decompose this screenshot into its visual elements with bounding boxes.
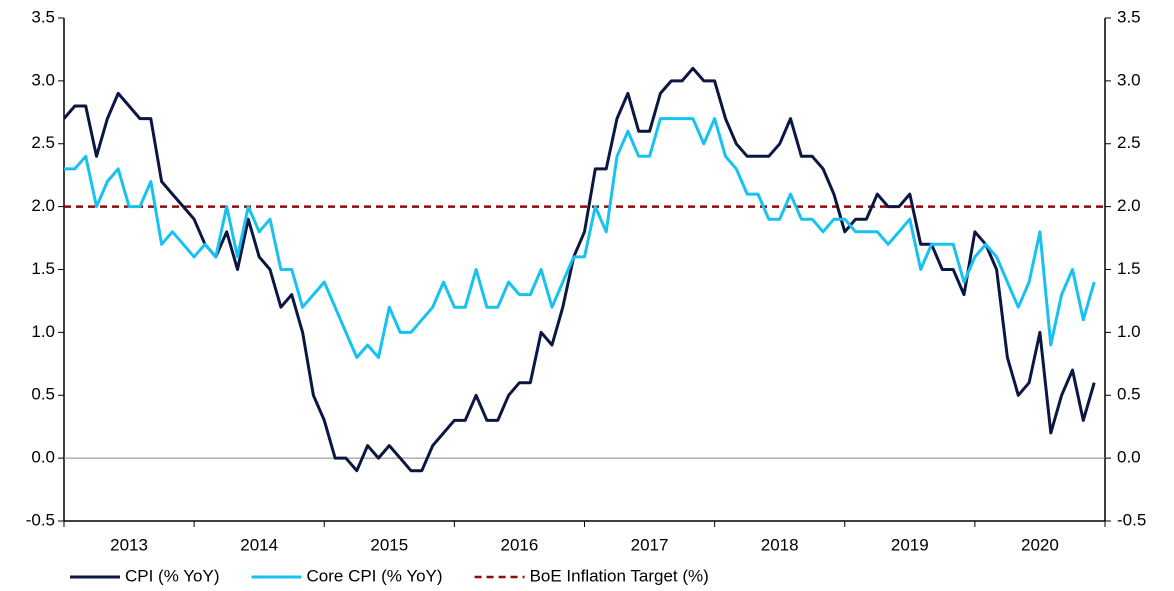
x-tick-label: 2015 [370, 535, 408, 554]
y2-tick-label: 0.0 [1117, 448, 1141, 467]
x-tick-label: 2016 [501, 535, 539, 554]
x-tick-label: 2019 [891, 535, 929, 554]
y2-tick-label: 2.0 [1117, 196, 1141, 215]
x-tick-label: 2018 [761, 535, 799, 554]
y-tick-label: 3.5 [31, 7, 55, 26]
y2-tick-label: 1.5 [1117, 259, 1141, 278]
y-tick-label: 2.0 [31, 196, 55, 215]
y2-tick-label: 2.5 [1117, 133, 1141, 152]
y-tick-label: 2.5 [31, 133, 55, 152]
y2-tick-label: -0.5 [1117, 510, 1146, 529]
y2-tick-label: 1.0 [1117, 322, 1141, 341]
line-series [62, 66, 1096, 473]
x-tick-label: 2020 [1021, 535, 1059, 554]
x-tick-label: 2017 [631, 535, 669, 554]
y-tick-label: 1.0 [31, 322, 55, 341]
x-tick-label: 2013 [110, 535, 148, 554]
y2-tick-label: 3.5 [1117, 7, 1141, 26]
legend-label: Core CPI (% YoY) [307, 566, 443, 585]
y-tick-label: 3.0 [31, 70, 55, 89]
y-tick-label: -0.5 [26, 510, 55, 529]
y2-tick-label: 3.0 [1117, 70, 1141, 89]
legend-label: BoE Inflation Target (%) [530, 566, 709, 585]
x-tick-label: 2014 [240, 535, 278, 554]
y-tick-label: 1.5 [31, 259, 55, 278]
y-tick-label: 0.5 [31, 385, 55, 404]
legend-label: CPI (% YoY) [125, 566, 220, 585]
y2-tick-label: 0.5 [1117, 385, 1141, 404]
y-tick-label: 0.0 [31, 448, 55, 467]
line-series [64, 117, 1096, 359]
